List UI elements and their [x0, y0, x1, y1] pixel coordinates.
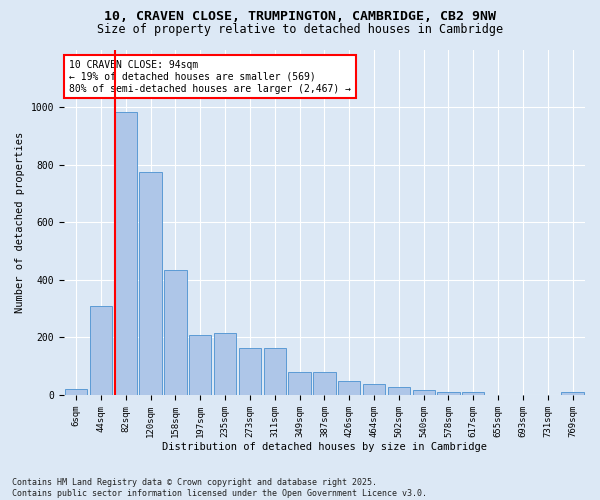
Bar	[562, 392, 584, 395]
Text: Contains HM Land Registry data © Crown copyright and database right 2025.
Contai: Contains HM Land Registry data © Crown c…	[12, 478, 427, 498]
Bar	[413, 390, 435, 395]
Bar	[164, 270, 187, 395]
Text: 10 CRAVEN CLOSE: 94sqm
← 19% of detached houses are smaller (569)
80% of semi-de: 10 CRAVEN CLOSE: 94sqm ← 19% of detached…	[69, 60, 351, 94]
Bar	[289, 372, 311, 395]
Bar	[313, 372, 335, 395]
Bar	[239, 348, 261, 395]
Bar	[139, 172, 162, 395]
X-axis label: Distribution of detached houses by size in Cambridge: Distribution of detached houses by size …	[162, 442, 487, 452]
Bar	[388, 387, 410, 395]
Bar	[363, 384, 385, 395]
Bar	[462, 392, 484, 395]
Bar	[214, 333, 236, 395]
Bar	[90, 306, 112, 395]
Bar	[115, 112, 137, 395]
Y-axis label: Number of detached properties: Number of detached properties	[15, 132, 25, 313]
Bar	[189, 334, 211, 395]
Bar	[437, 392, 460, 395]
Bar	[338, 380, 361, 395]
Bar	[65, 388, 88, 395]
Bar	[263, 348, 286, 395]
Text: 10, CRAVEN CLOSE, TRUMPINGTON, CAMBRIDGE, CB2 9NW: 10, CRAVEN CLOSE, TRUMPINGTON, CAMBRIDGE…	[104, 10, 496, 23]
Text: Size of property relative to detached houses in Cambridge: Size of property relative to detached ho…	[97, 22, 503, 36]
